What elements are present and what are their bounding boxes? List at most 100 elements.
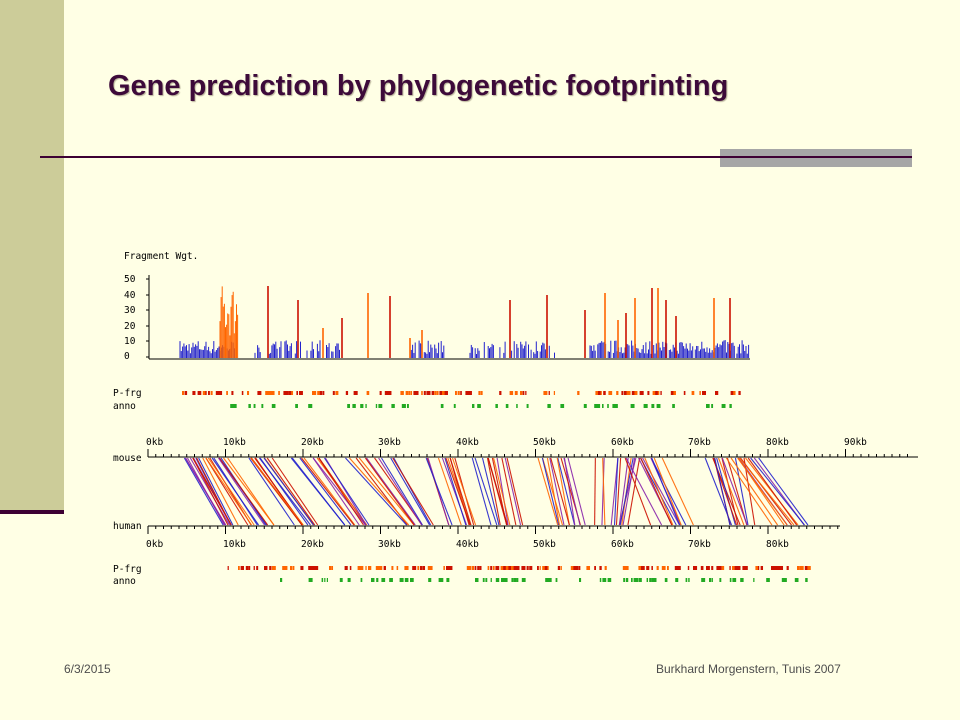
alignment-line bbox=[537, 457, 559, 526]
alignment-line bbox=[471, 457, 492, 526]
track-segment bbox=[253, 404, 256, 408]
track-segment bbox=[407, 566, 409, 570]
track-segment bbox=[604, 566, 607, 570]
alignment-line bbox=[217, 457, 265, 526]
track-segment bbox=[241, 391, 244, 395]
y-tick-label: 10 bbox=[124, 336, 136, 347]
track-segment bbox=[583, 404, 587, 408]
track-segment bbox=[520, 391, 523, 395]
alignment-line bbox=[661, 457, 694, 526]
track-segment bbox=[379, 391, 382, 395]
track-segment bbox=[197, 391, 202, 395]
track-segment bbox=[448, 566, 453, 570]
track-segment bbox=[410, 391, 413, 395]
alignment-line bbox=[496, 457, 509, 526]
track-segment bbox=[495, 404, 498, 408]
track-segment bbox=[391, 566, 394, 570]
track-segment bbox=[271, 404, 276, 408]
mouse-tick-label: 0kb bbox=[146, 437, 163, 448]
track-segment bbox=[700, 566, 704, 570]
human-tick-label: 60kb bbox=[611, 539, 634, 550]
mouse-tick-label: 50kb bbox=[533, 437, 556, 448]
mouse-tick-label: 30kb bbox=[378, 437, 401, 448]
track-segment bbox=[322, 391, 325, 395]
track-segment bbox=[384, 391, 388, 395]
track-segment bbox=[670, 391, 674, 395]
track-segment bbox=[516, 404, 518, 408]
track-segment bbox=[715, 391, 719, 395]
track-segment bbox=[378, 566, 383, 570]
track-segment bbox=[557, 566, 560, 570]
track-segment bbox=[312, 391, 316, 395]
track-segment bbox=[794, 578, 799, 582]
track-segment bbox=[677, 566, 681, 570]
track-segment bbox=[345, 391, 349, 395]
human-tick-label: 10kb bbox=[223, 539, 246, 550]
anno-track-top bbox=[230, 404, 732, 408]
track-segment bbox=[202, 391, 206, 395]
track-segment bbox=[674, 566, 679, 570]
track-segment bbox=[599, 578, 602, 582]
fragment-weight-label: Fragment Wgt. bbox=[124, 251, 198, 262]
anno-label-bottom: anno bbox=[113, 576, 136, 587]
track-segment bbox=[375, 404, 378, 408]
track-segment bbox=[465, 391, 469, 395]
track-segment bbox=[501, 578, 505, 582]
track-segment bbox=[245, 566, 249, 570]
track-segment bbox=[366, 391, 370, 395]
anno-label-top: anno bbox=[113, 401, 136, 412]
y-tick-label: 50 bbox=[124, 274, 136, 285]
track-segment bbox=[675, 578, 679, 582]
track-segment bbox=[331, 566, 334, 570]
title-rule-box-line bbox=[720, 156, 912, 158]
track-segment bbox=[721, 566, 725, 570]
track-segment bbox=[495, 578, 500, 582]
track-segment bbox=[319, 391, 323, 395]
track-segment bbox=[641, 566, 645, 570]
track-segment bbox=[529, 566, 533, 570]
track-segment bbox=[455, 391, 457, 395]
track-segment bbox=[513, 566, 517, 570]
track-segment bbox=[516, 578, 519, 582]
track-segment bbox=[729, 578, 732, 582]
track-segment bbox=[218, 391, 223, 395]
track-segment bbox=[603, 391, 606, 395]
track-segment bbox=[417, 566, 420, 570]
track-segment bbox=[729, 404, 732, 408]
phylo-footprint-figure: Fragment Wgt. 50 40 30 20 10 0 P-frg ann… bbox=[113, 251, 918, 587]
track-segment bbox=[404, 578, 409, 582]
y-tick-label: 20 bbox=[124, 321, 136, 332]
footer-date: 6/3/2015 bbox=[64, 662, 111, 676]
track-segment bbox=[332, 391, 335, 395]
track-segment bbox=[428, 578, 432, 582]
alignment-lines bbox=[183, 457, 809, 526]
track-segment bbox=[687, 566, 690, 570]
weight-axis bbox=[146, 275, 750, 360]
track-segment bbox=[699, 391, 701, 395]
title-rule-box bbox=[720, 149, 912, 167]
track-segment bbox=[784, 578, 787, 582]
alignment-line bbox=[624, 457, 652, 526]
track-segment bbox=[271, 566, 276, 570]
track-segment bbox=[316, 566, 319, 570]
track-segment bbox=[240, 566, 245, 570]
track-segment bbox=[235, 404, 237, 408]
track-segment bbox=[442, 391, 447, 395]
track-segment bbox=[667, 566, 669, 570]
track-segment bbox=[729, 566, 731, 570]
alignment-line bbox=[481, 457, 500, 526]
alignment-line bbox=[259, 457, 309, 526]
track-segment bbox=[602, 578, 607, 582]
track-segment bbox=[672, 404, 675, 408]
alignment-line bbox=[493, 457, 511, 526]
track-segment bbox=[509, 391, 514, 395]
alignment-line bbox=[563, 457, 581, 526]
track-segment bbox=[381, 566, 383, 570]
alignment-line bbox=[737, 457, 785, 526]
alignment-line bbox=[718, 457, 745, 526]
pfrg-label-top: P-frg bbox=[113, 388, 142, 399]
track-segment bbox=[753, 578, 755, 582]
alignment-line bbox=[653, 457, 682, 526]
track-segment bbox=[547, 404, 551, 408]
track-segment bbox=[522, 391, 525, 395]
